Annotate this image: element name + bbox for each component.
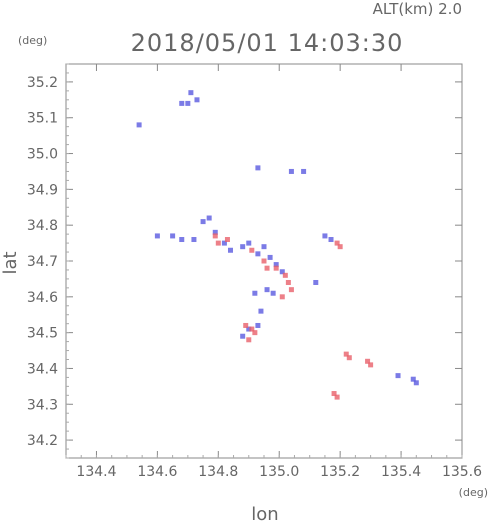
x-tick-label: 134.8: [198, 464, 238, 480]
data-point: [200, 219, 206, 225]
y-tick-label: 35.1: [27, 111, 58, 127]
data-point: [264, 287, 270, 293]
data-point: [255, 165, 261, 171]
x-axis-label: lon: [251, 504, 278, 521]
data-point: [212, 229, 218, 235]
y-tick-label: 35.2: [27, 75, 58, 91]
y-tick-label: 34.6: [27, 290, 58, 306]
data-point: [331, 391, 337, 397]
data-point: [273, 262, 279, 268]
data-point: [249, 326, 255, 332]
y-tick-label: 34.8: [27, 218, 58, 234]
x-tick-label: 135.2: [320, 464, 360, 480]
data-point: [334, 240, 340, 246]
data-point: [267, 254, 273, 260]
data-point: [221, 240, 227, 246]
data-point: [188, 90, 194, 96]
data-point: [288, 168, 294, 174]
x-axis-ticks: 134.4 134.6 134.8 135.0 135.2 135.4 135.6: [65, 64, 482, 480]
data-point: [270, 290, 276, 296]
data-point: [288, 287, 294, 293]
data-point: [194, 97, 200, 103]
data-point: [227, 247, 233, 253]
data-point: [328, 237, 334, 243]
data-point: [334, 394, 340, 400]
x-tick-label: 134.4: [76, 464, 116, 480]
data-point: [279, 294, 285, 300]
data-point: [215, 240, 221, 246]
data-point: [246, 337, 252, 343]
lon-unit-label: (deg): [459, 486, 488, 499]
data-point: [246, 326, 252, 332]
data-point: [413, 380, 419, 386]
y-tick-label: 34.2: [27, 433, 58, 449]
data-point: [368, 362, 374, 368]
data-points: [136, 90, 419, 400]
data-point: [255, 322, 261, 328]
y-tick-label: 34.5: [27, 326, 58, 342]
lat-unit-label: (deg): [18, 34, 47, 47]
y-tick-label: 34.3: [27, 397, 58, 413]
data-point: [337, 244, 343, 250]
data-point: [185, 100, 191, 106]
y-tick-label: 34.4: [27, 361, 58, 377]
data-point: [313, 279, 319, 285]
data-point: [282, 272, 288, 278]
data-point: [365, 358, 371, 364]
data-point: [179, 100, 185, 106]
data-point: [255, 251, 261, 257]
y-tick-label: 34.7: [27, 254, 58, 270]
data-point: [252, 290, 258, 296]
x-tick-label: 135.0: [259, 464, 299, 480]
data-point: [224, 237, 230, 243]
x-tick-label: 135.6: [442, 464, 482, 480]
data-point: [261, 258, 267, 264]
data-point: [243, 322, 249, 328]
data-point: [301, 168, 307, 174]
data-point: [343, 351, 349, 357]
data-point: [154, 233, 160, 239]
data-point: [136, 122, 142, 128]
data-point: [264, 265, 270, 271]
data-point: [346, 355, 352, 361]
data-point: [240, 244, 246, 250]
data-point: [191, 237, 197, 243]
x-tick-label: 135.4: [381, 464, 421, 480]
data-point: [273, 265, 279, 271]
data-point: [170, 233, 176, 239]
data-point: [240, 333, 246, 339]
x-tick-label: 134.6: [137, 464, 177, 480]
y-axis-ticks: 34.2 34.3 34.4 34.5 34.6 34.7 34.8 34.9 35.0 35.1…: [27, 63, 462, 459]
altitude-label: ALT(km) 2.0: [373, 0, 462, 18]
y-axis-label: lat: [0, 251, 21, 274]
y-tick-label: 35.0: [27, 147, 58, 163]
y-tick-label: 34.9: [27, 182, 58, 198]
data-point: [261, 244, 267, 250]
data-point: [395, 373, 401, 379]
data-point: [249, 247, 255, 253]
data-point: [410, 376, 416, 382]
data-point: [179, 237, 185, 243]
data-point: [258, 308, 264, 314]
data-point: [285, 279, 291, 285]
data-point: [279, 269, 285, 275]
data-point: [246, 240, 252, 246]
timestamp-title: 2018/05/01 14:03:30: [131, 29, 404, 57]
data-point: [252, 330, 258, 336]
data-point: [206, 215, 212, 221]
data-point: [322, 233, 328, 239]
data-point: [212, 233, 218, 239]
